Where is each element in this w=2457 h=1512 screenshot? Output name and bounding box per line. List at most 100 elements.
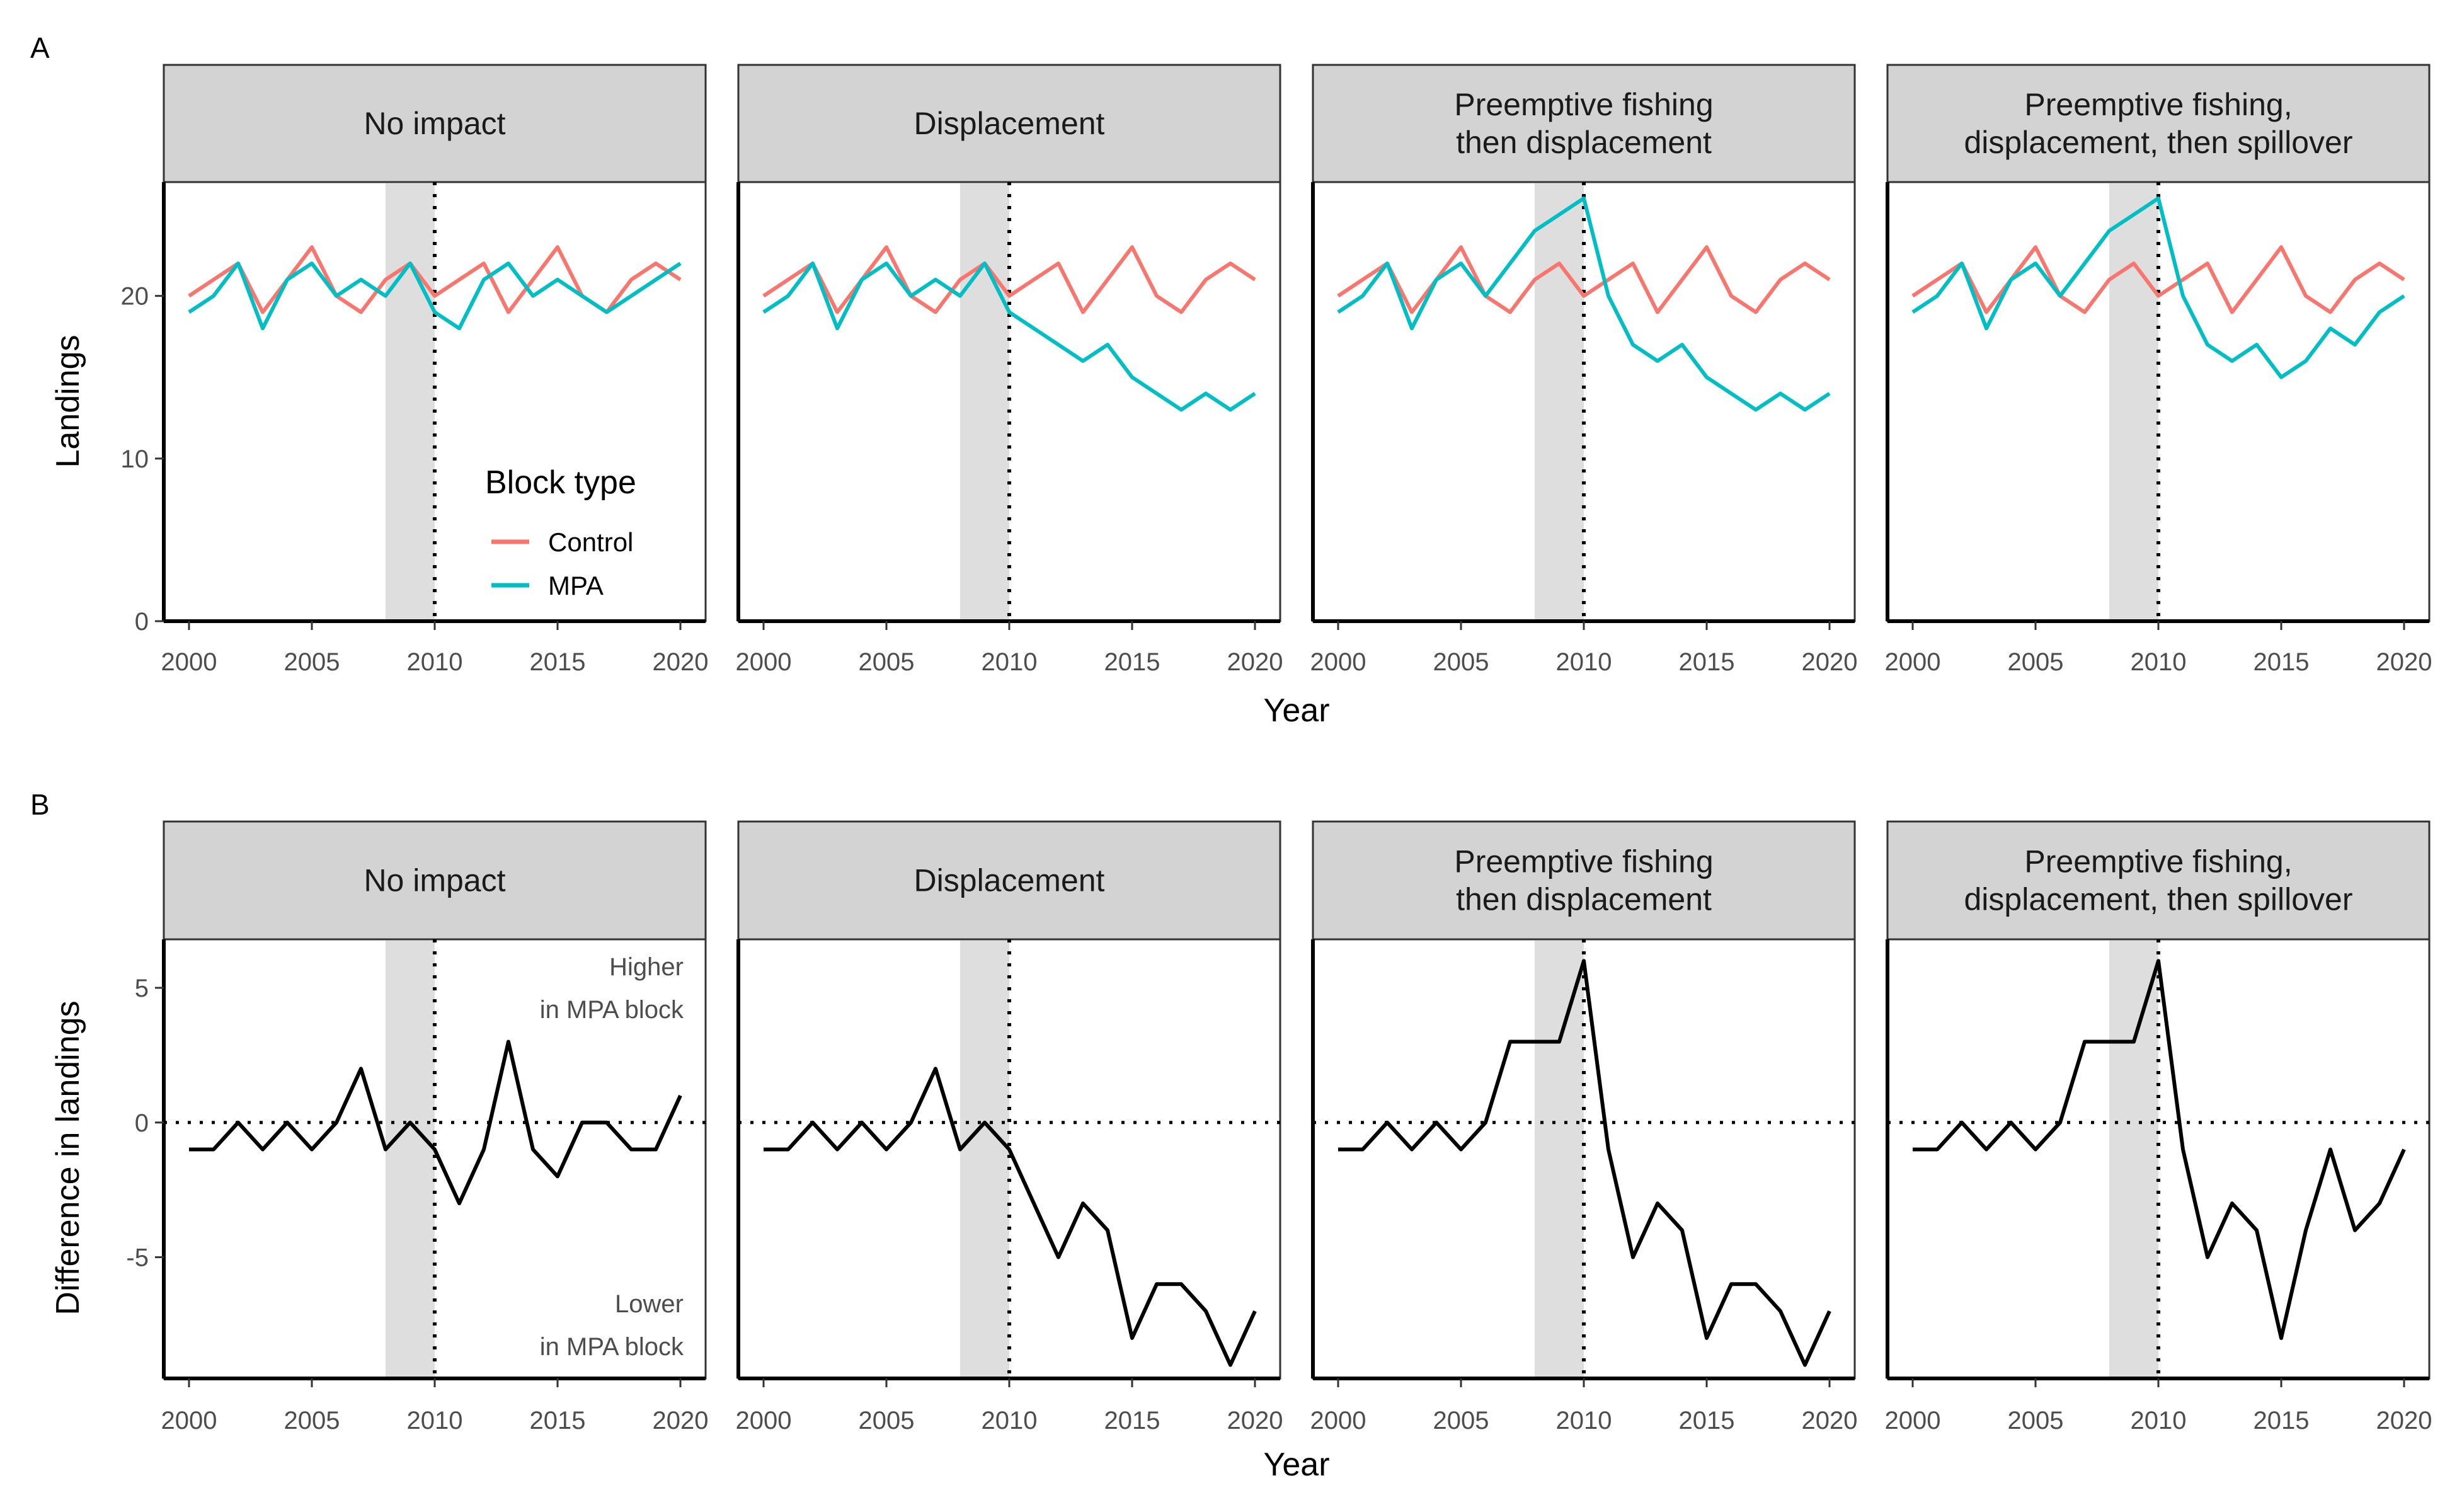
shaded-region — [1535, 183, 1584, 620]
x-tick-label: 2000 — [736, 648, 792, 676]
legend-label: Control — [548, 527, 633, 557]
facet-strip — [737, 64, 1281, 183]
x-tick-label: 2000 — [161, 648, 217, 676]
x-tick-label: 2010 — [2131, 648, 2187, 676]
facet-strip — [1312, 64, 1856, 183]
x-tick-label: 2010 — [982, 648, 1038, 676]
series-line-mpa — [1337, 196, 1831, 412]
facet-strip — [1886, 820, 2431, 941]
x-tick-label: 2000 — [161, 1407, 217, 1435]
facet-title: Preemptive fishing, displacement, then sp… — [1964, 87, 2353, 160]
x-tick-label: 2000 — [1310, 648, 1366, 676]
x-tick-label: 2020 — [1227, 648, 1283, 676]
x-tick-label: 2020 — [1802, 648, 1858, 676]
facet-1-2: Preemptive fishing then displacement 2000 2… — [1310, 820, 1858, 1435]
x-tick-label: 2000 — [1310, 1407, 1366, 1435]
facet-0-0: No impact 2000 2005 2010 2015 2020 0 10 20 Block … — [121, 64, 709, 676]
shaded-region — [1535, 941, 1584, 1377]
y-tick-label: -5 — [126, 1244, 149, 1272]
facet-title: Displacement — [914, 106, 1105, 141]
x-tick-label: 2020 — [653, 1407, 709, 1435]
y-axis-title: Landings — [50, 335, 86, 467]
y-axis-title: Difference in landings — [50, 1000, 86, 1315]
facet-title: Preemptive fishing, displacement, then sp… — [1964, 844, 2353, 917]
legend-title: Block type — [485, 464, 636, 501]
facet-strip — [1312, 820, 1856, 941]
series-line-difference — [1338, 959, 1831, 1367]
x-tick-label: 2020 — [1802, 1407, 1858, 1435]
annotation-lower: Lower — [615, 1290, 684, 1318]
x-tick-label: 2010 — [982, 1407, 1038, 1435]
x-tick-label: 2015 — [2254, 1407, 2310, 1435]
x-tick-label: 2015 — [2254, 648, 2310, 676]
facet-1-0: No impact 2000 2005 2010 2015 2020 -5 0 5 Higher i… — [126, 820, 709, 1435]
y-tick-label: 5 — [135, 975, 149, 1002]
facet-title: Preemptive fishing then displacement — [1454, 87, 1713, 160]
series-line-difference — [764, 1067, 1257, 1367]
series-line-mpa — [762, 261, 1256, 412]
shaded-region — [386, 183, 435, 620]
series-line-control — [762, 245, 1256, 314]
x-tick-label: 2010 — [1556, 1407, 1612, 1435]
x-tick-label: 2020 — [2376, 1407, 2432, 1435]
x-tick-label: 2010 — [407, 1407, 463, 1435]
y-tick-label: 0 — [135, 1109, 149, 1137]
x-axis-title: Year — [1263, 1446, 1329, 1483]
panel-label: B — [30, 788, 50, 821]
x-tick-label: 2020 — [653, 648, 709, 676]
facet-strip — [163, 820, 707, 941]
x-tick-label: 2005 — [859, 1407, 915, 1435]
x-tick-label: 2005 — [284, 648, 340, 676]
shaded-region — [386, 941, 435, 1377]
x-axis-title: Year — [1263, 692, 1329, 729]
x-tick-label: 2015 — [1679, 1407, 1735, 1435]
facet-1-1: Displacement 2000 2005 2010 2015 2020 — [736, 820, 1283, 1435]
series-line-difference — [189, 1040, 682, 1206]
x-tick-label: 2005 — [2008, 648, 2064, 676]
facet-strip — [1886, 64, 2431, 183]
annotation-higher: in MPA block — [540, 996, 684, 1024]
x-tick-label: 2010 — [2131, 1407, 2187, 1435]
facet-title: No impact — [364, 863, 505, 898]
x-tick-label: 2000 — [1885, 648, 1941, 676]
facet-title: Displacement — [914, 863, 1105, 898]
series-line-control — [1337, 245, 1831, 314]
x-tick-label: 2005 — [1433, 648, 1489, 676]
x-tick-label: 2015 — [1679, 648, 1735, 676]
annotation-lower: in MPA block — [540, 1333, 684, 1361]
x-tick-label: 2010 — [407, 648, 463, 676]
annotation-higher: Higher — [609, 953, 684, 981]
x-tick-label: 2020 — [1227, 1407, 1283, 1435]
shaded-region — [960, 941, 1009, 1377]
x-tick-label: 2015 — [530, 648, 586, 676]
series-line-control — [1911, 245, 2405, 314]
facet-0-1: Displacement 2000 2005 2010 2015 2020 — [736, 64, 1283, 676]
shaded-region — [2109, 183, 2158, 620]
series-line-mpa — [188, 261, 682, 331]
panel-label: A — [30, 32, 50, 64]
facet-title: Preemptive fishing then displacement — [1454, 844, 1713, 917]
x-tick-label: 2020 — [2376, 648, 2432, 676]
x-tick-label: 2015 — [530, 1407, 586, 1435]
x-tick-label: 2000 — [736, 1407, 792, 1435]
x-tick-label: 2015 — [1104, 1407, 1160, 1435]
facet-0-2: Preemptive fishing then displacement 2000 2… — [1310, 64, 1858, 676]
y-tick-label: 0 — [135, 608, 149, 636]
x-tick-label: 2005 — [859, 648, 915, 676]
shaded-region — [2109, 941, 2158, 1377]
facet-0-3: Preemptive fishing, displacement, then sp… — [1885, 64, 2432, 676]
series-line-difference — [1913, 959, 2406, 1340]
x-tick-label: 2015 — [1104, 648, 1160, 676]
facet-strip — [163, 64, 707, 183]
x-tick-label: 2005 — [2008, 1407, 2064, 1435]
x-tick-label: 2000 — [1885, 1407, 1941, 1435]
x-tick-label: 2005 — [284, 1407, 340, 1435]
y-tick-label: 20 — [121, 283, 149, 311]
shaded-region — [960, 183, 1009, 620]
legend: Block type Control MPA — [485, 464, 636, 600]
facet-title: No impact — [364, 106, 505, 141]
legend-label: MPA — [548, 571, 604, 600]
facet-1-3: Preemptive fishing, displacement, then sp… — [1885, 820, 2432, 1435]
series-line-mpa — [1911, 196, 2405, 379]
